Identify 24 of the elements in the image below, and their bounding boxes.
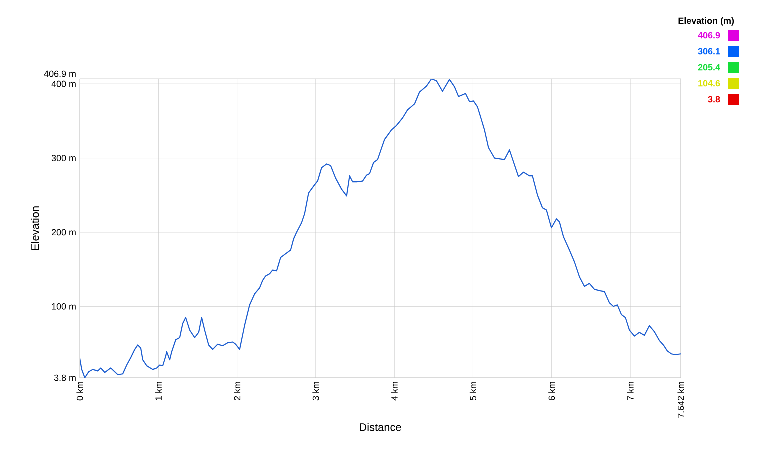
text: 306.1 — [698, 48, 720, 55]
text: 3.8 — [708, 96, 720, 103]
text: 104.6 — [698, 80, 720, 87]
y-tick-label: 3.8 m — [54, 374, 76, 382]
x-axis-title: Distance — [360, 423, 402, 432]
x-tick-label: 0 km — [76, 382, 84, 401]
x-tick-label: 4 km — [391, 382, 398, 401]
y-tick-label: 300 m — [52, 155, 76, 162]
x-tick-label: 2 km — [234, 382, 241, 400]
x-tick-label: 7.642 km — [678, 382, 684, 418]
line-series — [80, 78, 682, 378]
y-tick-label: 406.9 m — [44, 70, 76, 78]
y-tick-label: 200 m — [52, 229, 76, 236]
legend-title: Elevation (m) — [678, 18, 734, 26]
text: 406.9 — [698, 32, 720, 39]
y-tick-label: 400 m — [52, 80, 76, 88]
x-tick-label: 7 km — [627, 382, 634, 400]
x-tick-label: 6 km — [548, 382, 556, 400]
x-tick-label: 3 km — [312, 382, 320, 401]
x-tick-label: 5 km — [470, 382, 477, 401]
y-axis-title: Elevation — [31, 206, 40, 250]
text: 205.4 — [698, 64, 720, 71]
y-tick-label: 100 m — [52, 303, 76, 310]
x-tick-label: 1 km — [155, 382, 162, 400]
